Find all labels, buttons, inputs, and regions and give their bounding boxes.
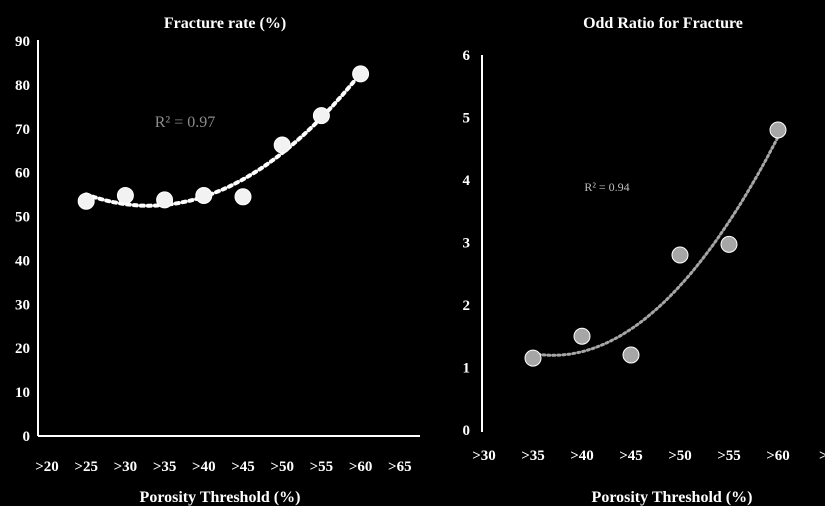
x-tick-label: >60 bbox=[766, 448, 790, 464]
data-point bbox=[622, 346, 640, 364]
y-tick-label: 80 bbox=[15, 78, 30, 94]
data-point bbox=[273, 136, 291, 154]
y-tick-label: 20 bbox=[15, 341, 30, 357]
y-tick-label: 10 bbox=[15, 385, 30, 401]
x-tick-label: >50 bbox=[270, 459, 294, 475]
odds-ratio-chart: Odd Ratio for Fracture Porosity Threshol… bbox=[463, 15, 825, 506]
x-tick-label: >55 bbox=[717, 448, 741, 464]
r-squared-annotation: R² = 0.97 bbox=[155, 114, 216, 131]
data-point bbox=[352, 65, 370, 83]
data-point bbox=[234, 188, 252, 206]
data-point bbox=[156, 191, 174, 209]
x-tick-label: >45 bbox=[619, 448, 643, 464]
y-tick-label: 6 bbox=[463, 48, 471, 64]
x-tick-label: >40 bbox=[192, 459, 216, 475]
x-tick-label: >45 bbox=[231, 459, 255, 475]
x-tick-label: >6 bbox=[819, 448, 825, 464]
x-tick-label: >60 bbox=[349, 459, 373, 475]
x-tick-label: >50 bbox=[668, 448, 692, 464]
x-tick-label: >35 bbox=[153, 459, 177, 475]
x-tick-label: >30 bbox=[114, 459, 138, 475]
y-tick-label: 70 bbox=[15, 122, 30, 138]
data-point bbox=[573, 327, 591, 345]
y-tick-label: 60 bbox=[15, 166, 30, 182]
r-squared-annotation: R² = 0.94 bbox=[584, 180, 629, 194]
y-tick-label: 50 bbox=[15, 210, 30, 226]
data-point bbox=[77, 192, 95, 210]
y-tick-label: 5 bbox=[463, 111, 471, 127]
x-axis-title: Porosity Threshold (%) bbox=[592, 489, 753, 506]
data-point bbox=[671, 246, 689, 264]
x-tick-label: >20 bbox=[35, 459, 59, 475]
y-tick-label: 40 bbox=[15, 253, 30, 269]
data-point bbox=[769, 121, 787, 139]
x-tick-label: >35 bbox=[521, 448, 545, 464]
y-tick-label: 3 bbox=[463, 236, 471, 252]
y-tick-label: 30 bbox=[15, 297, 30, 313]
y-tick-label: 0 bbox=[463, 423, 471, 439]
trendline bbox=[531, 135, 780, 357]
y-tick-label: 2 bbox=[463, 298, 471, 314]
y-tick-label: 90 bbox=[15, 34, 30, 50]
chart-title: Odd Ratio for Fracture bbox=[583, 15, 743, 32]
x-axis-title: Porosity Threshold (%) bbox=[140, 489, 301, 506]
x-tick-label: >30 bbox=[472, 448, 496, 464]
data-point bbox=[524, 349, 542, 367]
x-tick-label: >40 bbox=[570, 448, 594, 464]
y-tick-label: 1 bbox=[463, 361, 471, 377]
data-point bbox=[195, 186, 213, 204]
y-tick-label: 4 bbox=[463, 173, 471, 189]
trendline bbox=[84, 71, 363, 208]
chart-title: Fracture rate (%) bbox=[164, 15, 286, 32]
x-tick-label: >65 bbox=[388, 459, 412, 475]
data-point bbox=[720, 235, 738, 253]
data-point bbox=[116, 186, 134, 204]
fracture-rate-chart: Fracture rate (%) Porosity Threshold (%)… bbox=[15, 15, 420, 506]
data-point bbox=[312, 107, 330, 125]
y-tick-label: 0 bbox=[23, 429, 31, 445]
x-tick-label: >55 bbox=[310, 459, 334, 475]
x-tick-label: >25 bbox=[74, 459, 98, 475]
